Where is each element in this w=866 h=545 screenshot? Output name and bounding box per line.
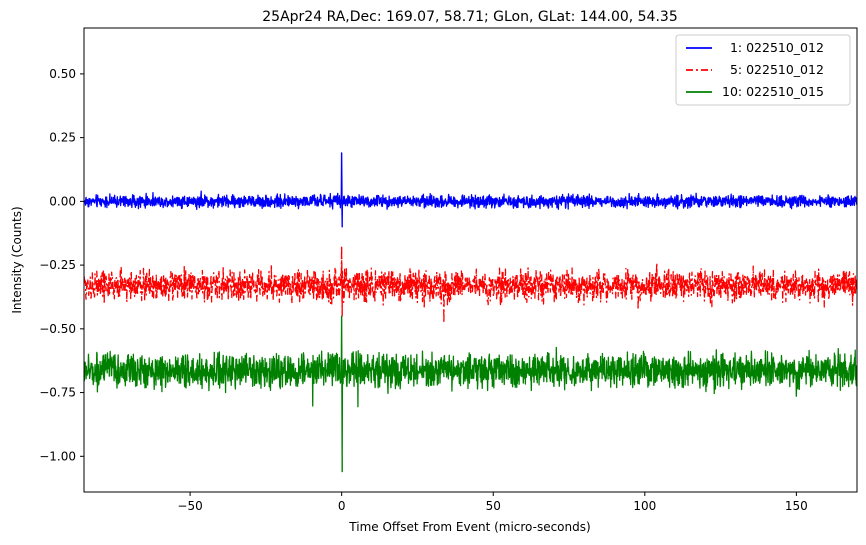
y-tick-label: −0.50 bbox=[39, 322, 76, 336]
y-tick-label: 0.50 bbox=[49, 67, 76, 81]
series-line-1 bbox=[84, 152, 857, 228]
series-layer bbox=[84, 152, 857, 473]
legend: 1: 022510_012 5: 022510_012 10: 022510_0… bbox=[675, 34, 851, 106]
plot-frame bbox=[83, 27, 858, 493]
x-tick-label: 0 bbox=[338, 499, 346, 513]
x-tick-label: −50 bbox=[177, 499, 202, 513]
y-axis: 0.50 0.25 0.00 −0.25 −0.50 −0.75 −1.00 bbox=[39, 67, 84, 463]
chart-title: 25Apr24 RA,Dec: 169.07, 58.71; GLon, GLa… bbox=[262, 9, 677, 25]
series-line-3 bbox=[84, 315, 857, 473]
x-axis-label: Time Offset From Event (micro-seconds) bbox=[348, 520, 590, 534]
y-tick-label: −0.75 bbox=[39, 386, 76, 400]
x-axis: −50 0 50 100 150 bbox=[177, 492, 808, 513]
legend-label-series-2: 5: 022510_012 bbox=[722, 62, 824, 77]
x-tick-label: 150 bbox=[785, 499, 808, 513]
y-tick-label: 0.00 bbox=[49, 194, 76, 208]
legend-box bbox=[675, 34, 851, 106]
y-tick-label: 0.25 bbox=[49, 131, 76, 145]
series-line-2 bbox=[84, 246, 857, 324]
legend-label-series-3: 10: 022510_015 bbox=[722, 84, 824, 99]
y-tick-label: −1.00 bbox=[39, 449, 76, 463]
x-tick-label: 100 bbox=[633, 499, 656, 513]
x-tick-label: 50 bbox=[486, 499, 501, 513]
y-tick-label: −0.25 bbox=[39, 258, 76, 272]
legend-label-series-1: 1: 022510_012 bbox=[722, 40, 824, 55]
y-axis-label: Intensity (Counts) bbox=[10, 206, 24, 313]
plot-area bbox=[83, 27, 858, 493]
